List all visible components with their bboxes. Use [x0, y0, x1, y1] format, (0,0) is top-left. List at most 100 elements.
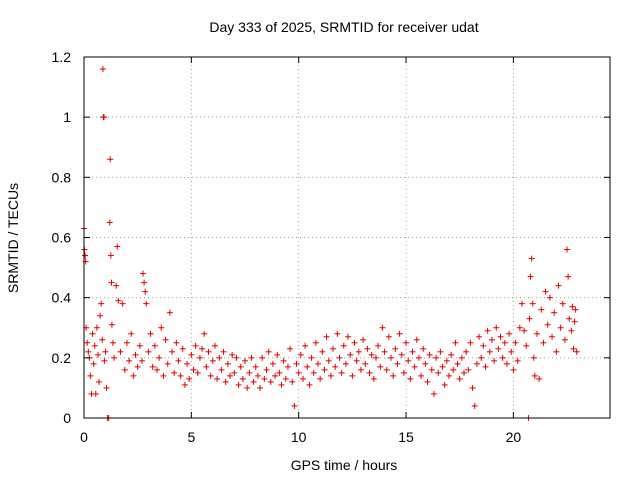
data-point [544, 321, 551, 328]
data-point [486, 348, 493, 355]
data-point [345, 333, 352, 340]
data-point [573, 348, 580, 355]
data-point [368, 351, 375, 358]
data-point [435, 369, 442, 376]
data-point [98, 300, 105, 307]
data-point [143, 300, 150, 307]
data-point [508, 348, 515, 355]
data-point [441, 381, 448, 388]
data-point [454, 360, 461, 367]
data-point [107, 252, 114, 259]
data-point [383, 366, 390, 373]
data-point [254, 372, 261, 379]
data-point [536, 375, 543, 382]
data-point [526, 315, 533, 322]
data-point [336, 354, 343, 361]
data-point [448, 351, 455, 358]
data-point [488, 336, 495, 343]
data-point [160, 372, 167, 379]
data-point [351, 339, 358, 346]
data-point [403, 339, 410, 346]
data-point [461, 369, 468, 376]
data-point [188, 351, 195, 358]
data-point [97, 312, 104, 319]
data-point [134, 363, 141, 370]
data-point [147, 330, 154, 337]
data-point [424, 378, 431, 385]
data-point [177, 372, 184, 379]
data-point [471, 402, 478, 409]
data-point [151, 342, 158, 349]
data-point [546, 294, 553, 301]
data-point [308, 354, 315, 361]
data-point [360, 336, 367, 343]
data-point [482, 363, 489, 370]
x-tick-label: 0 [80, 429, 88, 445]
data-point [385, 333, 392, 340]
data-point [559, 300, 566, 307]
data-point [203, 363, 210, 370]
data-point [199, 345, 206, 352]
data-points [81, 66, 580, 421]
chart-title: Day 333 of 2025, SRMTID for receiver uda… [209, 19, 478, 35]
data-point [465, 366, 472, 373]
data-point [145, 348, 152, 355]
data-point [428, 366, 435, 373]
data-point [293, 360, 300, 367]
data-point [263, 366, 270, 373]
data-point [377, 363, 384, 370]
data-point [357, 366, 364, 373]
data-point [115, 297, 122, 304]
data-point [516, 324, 523, 331]
data-point [84, 339, 91, 346]
data-point [94, 351, 101, 358]
data-point [224, 360, 231, 367]
data-point [109, 339, 116, 346]
data-point [398, 351, 405, 358]
y-tick-label: 1.2 [52, 49, 72, 65]
grid [84, 57, 610, 418]
data-point [107, 156, 114, 163]
data-point [469, 384, 476, 391]
data-point [121, 366, 128, 373]
data-point [364, 345, 371, 352]
data-point [456, 375, 463, 382]
y-tick-label: 0.4 [52, 290, 72, 306]
data-point [426, 351, 433, 358]
data-point [332, 363, 339, 370]
data-point [407, 375, 414, 382]
data-point [126, 357, 133, 364]
data-point [190, 366, 197, 373]
data-point [338, 369, 345, 376]
data-point [130, 372, 137, 379]
data-point [261, 375, 268, 382]
data-point [355, 348, 362, 355]
data-point [211, 342, 218, 349]
x-tick-label: 15 [398, 429, 414, 445]
axis-ticks: 0 0.2 0.4 0.6 0.8 1 1.2 0 5 10 15 20 [52, 49, 610, 445]
data-point [510, 366, 517, 373]
data-point [269, 360, 276, 367]
x-tick-label: 5 [187, 429, 195, 445]
y-tick-label: 0 [63, 410, 71, 426]
data-point [538, 306, 545, 313]
data-point [265, 348, 272, 355]
data-point [239, 375, 246, 382]
data-point [381, 348, 388, 355]
data-point [149, 363, 156, 370]
data-point [108, 279, 115, 286]
data-point [99, 336, 106, 343]
data-point [443, 357, 450, 364]
data-point [413, 336, 420, 343]
data-point [229, 351, 236, 358]
data-point [156, 354, 163, 361]
data-point [99, 66, 106, 73]
data-point [400, 369, 407, 376]
data-point [140, 270, 147, 277]
data-point [514, 357, 521, 364]
data-point [388, 354, 395, 361]
data-point [493, 324, 500, 331]
data-point [570, 345, 577, 352]
data-point [231, 369, 238, 376]
data-point [531, 372, 538, 379]
